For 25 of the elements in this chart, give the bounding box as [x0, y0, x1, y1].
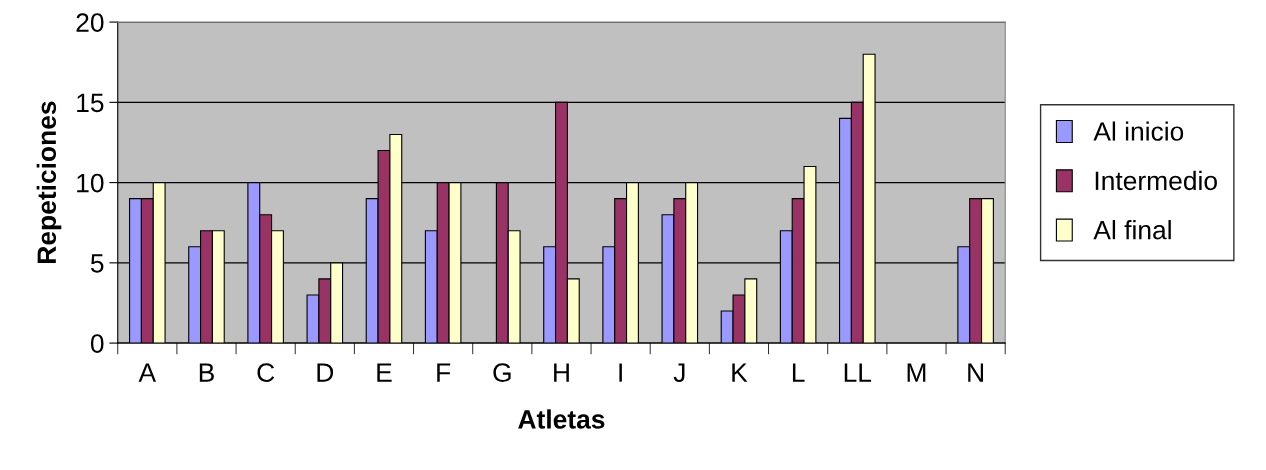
y-tick-label: 0	[90, 334, 104, 353]
x-tick-label: E	[377, 363, 392, 382]
x-tick-label: B	[199, 363, 214, 382]
legend-label: Al inicio	[1093, 121, 1184, 141]
x-tick-label: M	[907, 363, 926, 382]
x-tick-label: LL	[844, 363, 872, 382]
x-tick-label: F	[437, 363, 451, 382]
x-tick-label: G	[493, 363, 511, 382]
y-axis-title: Repeticiones	[36, 101, 62, 263]
legend-label: Intermedio	[1095, 170, 1217, 191]
x-tick-label: J	[673, 363, 685, 382]
x-tick-label: C	[257, 363, 275, 382]
x-tick-label: D	[317, 363, 334, 382]
x-tick-label: K	[732, 363, 748, 382]
x-tick-label: I	[619, 363, 622, 382]
y-tick-label: 5	[90, 254, 104, 273]
legend-label: Al final	[1093, 220, 1171, 240]
x-tick-label: N	[968, 363, 983, 382]
x-tick-label: L	[792, 363, 805, 382]
x-tick-label: A	[138, 363, 157, 382]
y-tick-label: 15	[77, 93, 104, 113]
x-tick-label: H	[554, 363, 569, 382]
x-axis-title: Atletas	[518, 409, 605, 429]
y-tick-label: 10	[77, 173, 104, 193]
y-tick-label: 20	[76, 13, 104, 32]
